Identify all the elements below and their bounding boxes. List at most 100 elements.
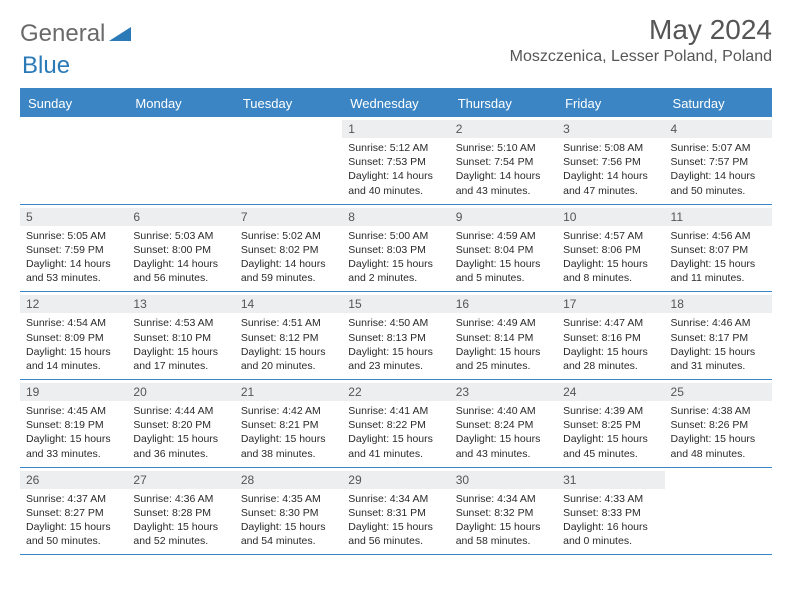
day-header-sat: Saturday bbox=[665, 90, 772, 117]
day-cell: 25Sunrise: 4:38 AMSunset: 8:26 PMDayligh… bbox=[665, 380, 772, 467]
sunset-text: Sunset: 8:25 PM bbox=[563, 418, 658, 432]
sunrise-text: Sunrise: 4:37 AM bbox=[26, 492, 121, 506]
daylight-text: Daylight: 14 hours and 59 minutes. bbox=[241, 257, 336, 285]
daylight-text: Daylight: 15 hours and 20 minutes. bbox=[241, 345, 336, 373]
day-cell: 31Sunrise: 4:33 AMSunset: 8:33 PMDayligh… bbox=[557, 468, 664, 555]
daylight-text: Daylight: 14 hours and 50 minutes. bbox=[671, 169, 766, 197]
day-cell: 5Sunrise: 5:05 AMSunset: 7:59 PMDaylight… bbox=[20, 205, 127, 292]
day-cell: 2Sunrise: 5:10 AMSunset: 7:54 PMDaylight… bbox=[450, 117, 557, 204]
day-number: 21 bbox=[235, 383, 342, 401]
daylight-text: Daylight: 16 hours and 0 minutes. bbox=[563, 520, 658, 548]
sunrise-text: Sunrise: 4:53 AM bbox=[133, 316, 228, 330]
sunset-text: Sunset: 7:53 PM bbox=[348, 155, 443, 169]
sunset-text: Sunset: 8:10 PM bbox=[133, 331, 228, 345]
sunrise-text: Sunrise: 4:44 AM bbox=[133, 404, 228, 418]
sunrise-text: Sunrise: 4:51 AM bbox=[241, 316, 336, 330]
daylight-text: Daylight: 15 hours and 54 minutes. bbox=[241, 520, 336, 548]
daylight-text: Daylight: 15 hours and 11 minutes. bbox=[671, 257, 766, 285]
sunrise-text: Sunrise: 4:49 AM bbox=[456, 316, 551, 330]
day-cell: 19Sunrise: 4:45 AMSunset: 8:19 PMDayligh… bbox=[20, 380, 127, 467]
day-number: 16 bbox=[450, 295, 557, 313]
day-cell: 27Sunrise: 4:36 AMSunset: 8:28 PMDayligh… bbox=[127, 468, 234, 555]
day-cell: 8Sunrise: 5:00 AMSunset: 8:03 PMDaylight… bbox=[342, 205, 449, 292]
sunset-text: Sunset: 8:00 PM bbox=[133, 243, 228, 257]
sunrise-text: Sunrise: 4:57 AM bbox=[563, 229, 658, 243]
sunrise-text: Sunrise: 4:39 AM bbox=[563, 404, 658, 418]
week-row: 12Sunrise: 4:54 AMSunset: 8:09 PMDayligh… bbox=[20, 292, 772, 380]
day-cell: 20Sunrise: 4:44 AMSunset: 8:20 PMDayligh… bbox=[127, 380, 234, 467]
daylight-text: Daylight: 14 hours and 53 minutes. bbox=[26, 257, 121, 285]
day-cell: 29Sunrise: 4:34 AMSunset: 8:31 PMDayligh… bbox=[342, 468, 449, 555]
day-number: 14 bbox=[235, 295, 342, 313]
sunset-text: Sunset: 8:19 PM bbox=[26, 418, 121, 432]
daylight-text: Daylight: 15 hours and 56 minutes. bbox=[348, 520, 443, 548]
day-cell: 11Sunrise: 4:56 AMSunset: 8:07 PMDayligh… bbox=[665, 205, 772, 292]
sunrise-text: Sunrise: 4:35 AM bbox=[241, 492, 336, 506]
day-cell: 28Sunrise: 4:35 AMSunset: 8:30 PMDayligh… bbox=[235, 468, 342, 555]
day-number: 2 bbox=[450, 120, 557, 138]
day-cell: 18Sunrise: 4:46 AMSunset: 8:17 PMDayligh… bbox=[665, 292, 772, 379]
daylight-text: Daylight: 15 hours and 5 minutes. bbox=[456, 257, 551, 285]
daylight-text: Daylight: 15 hours and 38 minutes. bbox=[241, 432, 336, 460]
day-number: 24 bbox=[557, 383, 664, 401]
sunset-text: Sunset: 8:30 PM bbox=[241, 506, 336, 520]
sunrise-text: Sunrise: 4:41 AM bbox=[348, 404, 443, 418]
day-cell bbox=[235, 117, 342, 204]
sunset-text: Sunset: 7:59 PM bbox=[26, 243, 121, 257]
sunset-text: Sunset: 8:20 PM bbox=[133, 418, 228, 432]
day-cell bbox=[20, 117, 127, 204]
day-cell: 14 Sunrise: 4:51 AMSunset: 8:12 PMDayligh… bbox=[235, 292, 342, 379]
day-cell: 24Sunrise: 4:39 AMSunset: 8:25 PMDayligh… bbox=[557, 380, 664, 467]
calendar: Sunday Monday Tuesday Wednesday Thursday… bbox=[20, 88, 772, 555]
day-number: 23 bbox=[450, 383, 557, 401]
sunset-text: Sunset: 8:04 PM bbox=[456, 243, 551, 257]
day-number: 27 bbox=[127, 471, 234, 489]
sunset-text: Sunset: 8:09 PM bbox=[26, 331, 121, 345]
day-number: 20 bbox=[127, 383, 234, 401]
sunrise-text: Sunrise: 4:54 AM bbox=[26, 316, 121, 330]
day-number: 7 bbox=[235, 208, 342, 226]
day-cell: 1Sunrise: 5:12 AMSunset: 7:53 PMDaylight… bbox=[342, 117, 449, 204]
day-header-thu: Thursday bbox=[450, 90, 557, 117]
day-number: 22 bbox=[342, 383, 449, 401]
day-cell: 10Sunrise: 4:57 AMSunset: 8:06 PMDayligh… bbox=[557, 205, 664, 292]
daylight-text: Daylight: 15 hours and 33 minutes. bbox=[26, 432, 121, 460]
sunset-text: Sunset: 8:27 PM bbox=[26, 506, 121, 520]
daylight-text: Daylight: 15 hours and 41 minutes. bbox=[348, 432, 443, 460]
day-cell: 3Sunrise: 5:08 AMSunset: 7:56 PMDaylight… bbox=[557, 117, 664, 204]
sunset-text: Sunset: 8:12 PM bbox=[241, 331, 336, 345]
day-cell: 12Sunrise: 4:54 AMSunset: 8:09 PMDayligh… bbox=[20, 292, 127, 379]
sunset-text: Sunset: 8:03 PM bbox=[348, 243, 443, 257]
sunrise-text: Sunrise: 4:33 AM bbox=[563, 492, 658, 506]
sunset-text: Sunset: 8:26 PM bbox=[671, 418, 766, 432]
daylight-text: Daylight: 15 hours and 52 minutes. bbox=[133, 520, 228, 548]
day-number: 6 bbox=[127, 208, 234, 226]
sunset-text: Sunset: 7:54 PM bbox=[456, 155, 551, 169]
day-cell: 30Sunrise: 4:34 AMSunset: 8:32 PMDayligh… bbox=[450, 468, 557, 555]
day-number: 15 bbox=[342, 295, 449, 313]
day-cell: 17Sunrise: 4:47 AMSunset: 8:16 PMDayligh… bbox=[557, 292, 664, 379]
day-cell: 6Sunrise: 5:03 AMSunset: 8:00 PMDaylight… bbox=[127, 205, 234, 292]
day-header-sun: Sunday bbox=[20, 90, 127, 117]
sunset-text: Sunset: 8:13 PM bbox=[348, 331, 443, 345]
daylight-text: Daylight: 14 hours and 47 minutes. bbox=[563, 169, 658, 197]
sunset-text: Sunset: 7:57 PM bbox=[671, 155, 766, 169]
sunset-text: Sunset: 8:07 PM bbox=[671, 243, 766, 257]
logo: General bbox=[20, 20, 131, 48]
sunrise-text: Sunrise: 4:40 AM bbox=[456, 404, 551, 418]
sunrise-text: Sunrise: 4:47 AM bbox=[563, 316, 658, 330]
logo-text-1: General bbox=[20, 20, 105, 48]
sunset-text: Sunset: 7:56 PM bbox=[563, 155, 658, 169]
day-cell: 23Sunrise: 4:40 AMSunset: 8:24 PMDayligh… bbox=[450, 380, 557, 467]
day-number: 25 bbox=[665, 383, 772, 401]
daylight-text: Daylight: 14 hours and 40 minutes. bbox=[348, 169, 443, 197]
day-number: 3 bbox=[557, 120, 664, 138]
week-row: 5Sunrise: 5:05 AMSunset: 7:59 PMDaylight… bbox=[20, 205, 772, 293]
day-number: 1 bbox=[342, 120, 449, 138]
day-cell: 13Sunrise: 4:53 AMSunset: 8:10 PMDayligh… bbox=[127, 292, 234, 379]
day-cell bbox=[127, 117, 234, 204]
sunset-text: Sunset: 8:22 PM bbox=[348, 418, 443, 432]
sunset-text: Sunset: 8:31 PM bbox=[348, 506, 443, 520]
week-row: 19Sunrise: 4:45 AMSunset: 8:19 PMDayligh… bbox=[20, 380, 772, 468]
daylight-text: Daylight: 15 hours and 14 minutes. bbox=[26, 345, 121, 373]
